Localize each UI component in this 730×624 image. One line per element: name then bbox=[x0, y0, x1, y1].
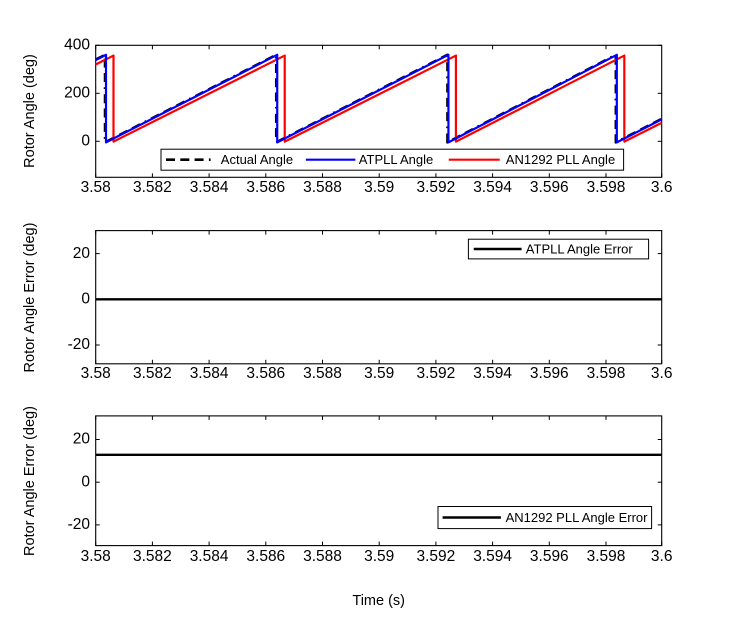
svg-text:3.586: 3.586 bbox=[246, 548, 285, 565]
svg-text:20: 20 bbox=[73, 245, 91, 262]
svg-text:3.598: 3.598 bbox=[587, 365, 626, 382]
svg-text:3.596: 3.596 bbox=[530, 365, 569, 382]
svg-text:3.6: 3.6 bbox=[651, 365, 673, 382]
svg-text:Rotor Angle (deg): Rotor Angle (deg) bbox=[22, 54, 38, 168]
svg-text:3.586: 3.586 bbox=[246, 365, 285, 382]
svg-text:3.59: 3.59 bbox=[364, 365, 394, 382]
svg-text:3.6: 3.6 bbox=[651, 548, 673, 565]
svg-text:-20: -20 bbox=[68, 336, 91, 353]
svg-text:3.582: 3.582 bbox=[133, 365, 172, 382]
svg-text:0: 0 bbox=[81, 473, 90, 490]
svg-text:ATPLL Angle Error: ATPLL Angle Error bbox=[526, 242, 634, 257]
svg-text:3.584: 3.584 bbox=[190, 365, 229, 382]
svg-text:3.594: 3.594 bbox=[473, 548, 512, 565]
svg-text:3.594: 3.594 bbox=[473, 179, 512, 196]
svg-text:3.584: 3.584 bbox=[190, 548, 229, 565]
svg-text:3.58: 3.58 bbox=[81, 548, 111, 565]
svg-text:3.588: 3.588 bbox=[303, 179, 342, 196]
svg-text:Rotor Angle Error (deg): Rotor Angle Error (deg) bbox=[22, 406, 38, 556]
svg-text:3.596: 3.596 bbox=[530, 179, 569, 196]
svg-text:0: 0 bbox=[81, 133, 90, 150]
svg-text:3.588: 3.588 bbox=[303, 365, 342, 382]
svg-text:3.584: 3.584 bbox=[190, 179, 229, 196]
svg-text:3.59: 3.59 bbox=[364, 548, 394, 565]
svg-text:3.592: 3.592 bbox=[417, 365, 456, 382]
svg-text:20: 20 bbox=[73, 431, 91, 448]
svg-text:3.58: 3.58 bbox=[81, 179, 111, 196]
svg-text:3.6: 3.6 bbox=[651, 179, 673, 196]
svg-text:3.59: 3.59 bbox=[364, 179, 394, 196]
svg-text:AN1292 PLL Angle: AN1292 PLL Angle bbox=[506, 152, 615, 167]
svg-text:3.592: 3.592 bbox=[417, 548, 456, 565]
svg-text:3.598: 3.598 bbox=[587, 548, 626, 565]
svg-text:3.596: 3.596 bbox=[530, 548, 569, 565]
svg-text:Time (s): Time (s) bbox=[352, 593, 405, 609]
svg-text:AN1292 PLL Angle Error: AN1292 PLL Angle Error bbox=[506, 510, 649, 525]
svg-text:Actual Angle: Actual Angle bbox=[221, 152, 293, 167]
svg-text:3.586: 3.586 bbox=[246, 179, 285, 196]
svg-text:200: 200 bbox=[64, 85, 90, 102]
svg-text:3.592: 3.592 bbox=[417, 179, 456, 196]
svg-text:400: 400 bbox=[64, 37, 90, 54]
svg-text:0: 0 bbox=[81, 291, 90, 308]
svg-text:-20: -20 bbox=[68, 516, 91, 533]
svg-text:3.58: 3.58 bbox=[81, 365, 111, 382]
svg-text:3.598: 3.598 bbox=[587, 179, 626, 196]
svg-text:3.582: 3.582 bbox=[133, 548, 172, 565]
svg-text:ATPLL Angle: ATPLL Angle bbox=[359, 152, 433, 167]
svg-text:3.594: 3.594 bbox=[473, 365, 512, 382]
svg-text:3.588: 3.588 bbox=[303, 548, 342, 565]
svg-text:Rotor Angle Error (deg): Rotor Angle Error (deg) bbox=[22, 223, 38, 373]
svg-text:3.582: 3.582 bbox=[133, 179, 172, 196]
